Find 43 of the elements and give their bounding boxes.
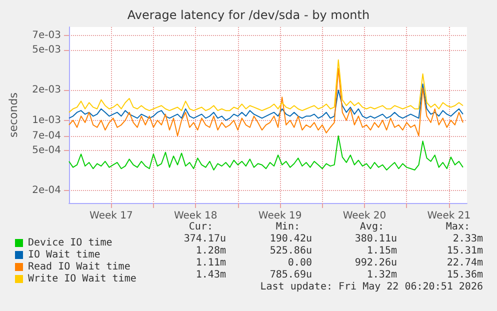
x-tick-label: Week 20: [342, 210, 386, 222]
line-series: [68, 68, 464, 136]
y-tick-label: 1e-03: [32, 114, 61, 126]
text: 374.17u: [184, 234, 226, 244]
legend-label: IO Wait time: [28, 250, 100, 260]
text: 190.42u: [270, 234, 312, 244]
legend-label: Write IO Wait time: [28, 274, 136, 284]
line-series: [68, 59, 464, 113]
text: Last update: Fri May 22 06:20:51 2026: [260, 282, 483, 292]
legend-label: Device IO time: [28, 238, 112, 248]
x-tick-label: Week 21: [427, 210, 471, 222]
text: 1.32m: [366, 270, 397, 280]
text: 22.74m: [446, 258, 483, 268]
y-tick-label: 7e-03: [32, 30, 61, 41]
text: 785.69u: [270, 270, 312, 280]
y-tick-label: 5e-03: [32, 44, 61, 56]
text: 1.15m: [366, 246, 397, 256]
line-series: [68, 83, 464, 121]
y-tick-label: 5e-04: [32, 145, 61, 156]
chart-title: Average latency for /dev/sda - by month: [127, 8, 370, 22]
text: 0.00: [288, 258, 312, 268]
x-tick-label: Week 17: [90, 210, 133, 222]
y-tick-label: 2e-03: [32, 84, 61, 96]
legend-label: Read IO Wait time: [28, 262, 130, 272]
text: Max:: [446, 222, 470, 232]
text: Cur:: [188, 222, 213, 232]
y-axis-title: seconds: [7, 92, 20, 138]
text: 380.11u: [354, 234, 397, 244]
text: 1.11m: [196, 258, 226, 268]
text: 15.36m: [446, 270, 483, 280]
text: Min:: [276, 222, 300, 232]
x-tick-label: Week 18: [174, 210, 218, 222]
y-tick-label: 7e-04: [32, 130, 61, 142]
text: 525.86u: [270, 246, 312, 256]
text: 15.31m: [446, 246, 483, 256]
x-tick-label: Week 19: [258, 210, 302, 222]
y-tick-label: 2e-04: [32, 184, 61, 196]
text: Avg:: [360, 222, 384, 232]
text: 1.43m: [196, 270, 226, 280]
text: 1.28m: [196, 246, 226, 256]
line-series: [68, 135, 464, 170]
text: 2.33m: [452, 234, 483, 244]
text: 992.26u: [354, 258, 397, 268]
